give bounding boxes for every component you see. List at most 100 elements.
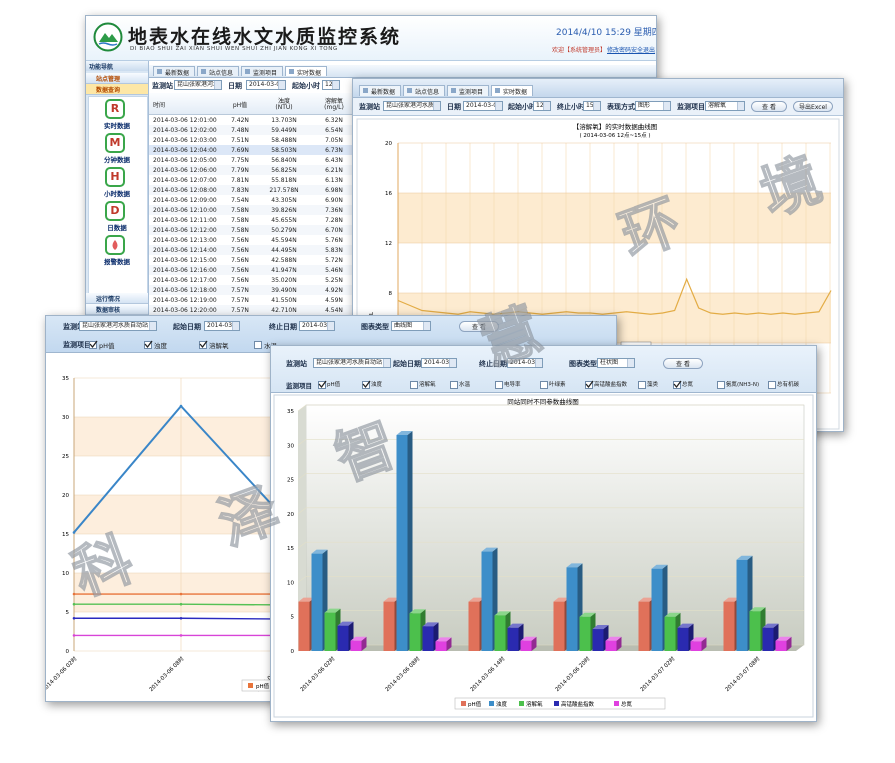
- legend-label: 溶解氧: [526, 700, 543, 708]
- checkbox[interactable]: [144, 340, 153, 349]
- button[interactable]: 查 看: [459, 321, 499, 332]
- bar: [605, 636, 622, 651]
- table-cell: 41.947N: [271, 267, 297, 274]
- table-cell: 42.588N: [271, 257, 297, 264]
- checkbox[interactable]: [585, 380, 594, 389]
- select-box[interactable]: 15: [583, 101, 601, 111]
- checkbox[interactable]: [673, 380, 682, 389]
- select-box[interactable]: 2014-03-06: [204, 321, 240, 331]
- select-box[interactable]: 2014-03-06: [507, 358, 543, 368]
- field-label: 终止小时: [557, 103, 585, 111]
- checkbox[interactable]: [540, 381, 548, 389]
- menu-label[interactable]: 日数据: [107, 224, 127, 232]
- table-cell: 2014-03-06 12:09:00: [153, 197, 217, 204]
- group-bar: [86, 73, 148, 84]
- legend-swatch: [489, 701, 494, 706]
- bar-top: [298, 597, 315, 602]
- checkbox[interactable]: [768, 381, 776, 389]
- checkbox[interactable]: [495, 381, 503, 389]
- checkbox[interactable]: [717, 381, 725, 389]
- tab[interactable]: 监测项目: [241, 66, 283, 77]
- table-cell: 4.92N: [325, 287, 343, 294]
- menu-icon[interactable]: M: [105, 133, 125, 153]
- tab[interactable]: 最新数据: [153, 66, 195, 77]
- select-box[interactable]: 昆山张家港河水质自动站: [313, 358, 391, 368]
- select-box[interactable]: 2014-03-06: [421, 358, 457, 368]
- welcome: 欢迎【系统管理员】: [552, 47, 607, 54]
- point: [179, 592, 183, 596]
- legend-swatch: [248, 683, 253, 688]
- checkbox[interactable]: [254, 341, 262, 349]
- bar-top: [481, 547, 498, 552]
- field-label: 监测站: [286, 360, 307, 368]
- bar-front: [507, 627, 519, 651]
- tab[interactable]: 站点信息: [197, 66, 239, 77]
- checkbox[interactable]: [89, 340, 98, 349]
- select-box[interactable]: 溶解氧: [705, 101, 745, 111]
- menu-label[interactable]: 分钟数据: [104, 156, 130, 164]
- select-box[interactable]: 2014-03-06: [246, 80, 286, 90]
- legend-swatch: [614, 701, 619, 706]
- button[interactable]: 查 看: [663, 358, 703, 369]
- checkbox[interactable]: [362, 380, 371, 389]
- y-tick-label: 10: [287, 580, 294, 586]
- menu-icon[interactable]: [105, 235, 125, 255]
- menu-icon[interactable]: R: [105, 99, 125, 119]
- tab[interactable]: 站点信息: [403, 85, 445, 96]
- bar-front: [298, 601, 310, 651]
- select-box[interactable]: 12: [322, 80, 340, 90]
- select-box[interactable]: 曲线图: [391, 321, 431, 331]
- checkbox[interactable]: [199, 340, 208, 349]
- table-cell: 2014-03-06 12:16:00: [153, 267, 217, 274]
- y-tick-label: 0: [291, 649, 295, 655]
- table-cell: 7.58N: [231, 207, 249, 214]
- tab[interactable]: 实时数据: [491, 85, 533, 96]
- select-box[interactable]: 2014-03-06: [463, 101, 503, 111]
- menu-label[interactable]: 小时数据: [104, 190, 130, 198]
- menu-icon[interactable]: D: [105, 201, 125, 221]
- system-title: 地表水在线水文水质监控系统: [128, 26, 402, 48]
- menu-icon[interactable]: H: [105, 167, 125, 187]
- tab-label: 站点信息: [209, 70, 234, 77]
- table-cell: 2014-03-06 12:06:00: [153, 167, 217, 174]
- bar-front: [311, 553, 323, 651]
- select-box[interactable]: 12: [533, 101, 551, 111]
- group-label: 数据审核: [96, 307, 121, 314]
- tab-icon: [245, 69, 250, 74]
- table-cell: 41.550N: [271, 297, 297, 304]
- table-cell: 6.21N: [325, 167, 343, 174]
- select-box[interactable]: 柱状图: [597, 358, 635, 368]
- table-cell: 2014-03-06 12:05:00: [153, 157, 217, 164]
- menu-label[interactable]: 报警数据: [104, 258, 130, 266]
- menu-label[interactable]: 实时数据: [104, 122, 130, 130]
- bar-top: [494, 611, 511, 616]
- bar-front: [520, 640, 532, 651]
- chart-title: 【溶解氧】的实时数据曲线图: [573, 122, 658, 131]
- chart-title: 同站同时不同参数曲线图: [507, 397, 579, 406]
- link: 修改密码: [607, 47, 632, 54]
- select-box[interactable]: 昆山张家港河水质自动站: [174, 80, 222, 90]
- button[interactable]: 查 看: [751, 101, 787, 112]
- select-box[interactable]: 昆山张家港河水质自动站: [79, 321, 157, 331]
- checkbox[interactable]: [318, 380, 327, 389]
- table-cell: 2014-03-06 12:20:00: [153, 307, 217, 314]
- button[interactable]: 导出Excel: [793, 101, 833, 112]
- check-stroke: [199, 340, 208, 349]
- select-box[interactable]: 图形: [635, 101, 671, 111]
- select-box[interactable]: 2014-03-06: [299, 321, 335, 331]
- grid-line: [297, 576, 804, 583]
- table-cell: 35.020N: [271, 277, 297, 284]
- select-box[interactable]: 昆山张家港河水质自动站: [383, 101, 441, 111]
- tab-bar: 最新数据 站点信息 监测项目 实时数据: [149, 65, 656, 78]
- point: [179, 634, 183, 637]
- column-header: pH值: [232, 102, 248, 109]
- y-tick-label: 16: [385, 191, 392, 197]
- checkbox[interactable]: [638, 381, 646, 389]
- tab[interactable]: 实时数据: [285, 66, 327, 77]
- table-cell: 58.488N: [271, 137, 297, 144]
- tab[interactable]: 监测项目: [447, 85, 489, 96]
- checkbox[interactable]: [410, 381, 418, 389]
- bar-front: [566, 567, 578, 651]
- checkbox[interactable]: [450, 381, 458, 389]
- tab[interactable]: 最新数据: [359, 85, 401, 96]
